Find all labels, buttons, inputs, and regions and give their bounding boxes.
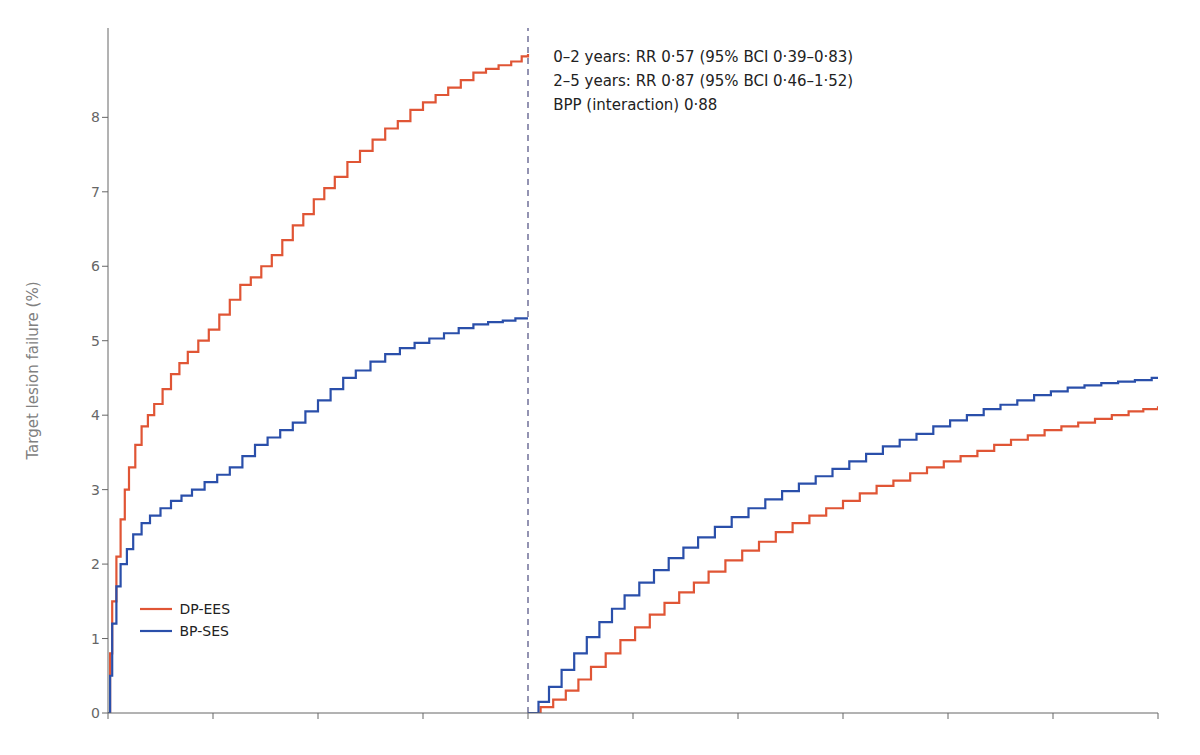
svg-text:6: 6 <box>91 258 100 274</box>
svg-text:4: 4 <box>91 407 100 423</box>
svg-text:7: 7 <box>91 184 100 200</box>
html-text:DP-EES: DP-EES <box>179 600 230 617</box>
svg-text:5: 5 <box>91 333 100 349</box>
svg-text:0: 0 <box>91 705 100 721</box>
svg-text:8: 8 <box>91 109 100 125</box>
svg-text:2: 2 <box>91 556 100 572</box>
svg-text:0–2 years: RR 0·57 (95% BCI 0·: 0–2 years: RR 0·57 (95% BCI 0·39–0·83)2–… <box>553 48 853 114</box>
svg-text:3: 3 <box>91 482 100 498</box>
svg-text:Target lesion failure (%): Target lesion failure (%) <box>24 281 42 460</box>
html-text:BP-SES: BP-SES <box>179 622 229 639</box>
svg-text:1: 1 <box>91 631 100 647</box>
